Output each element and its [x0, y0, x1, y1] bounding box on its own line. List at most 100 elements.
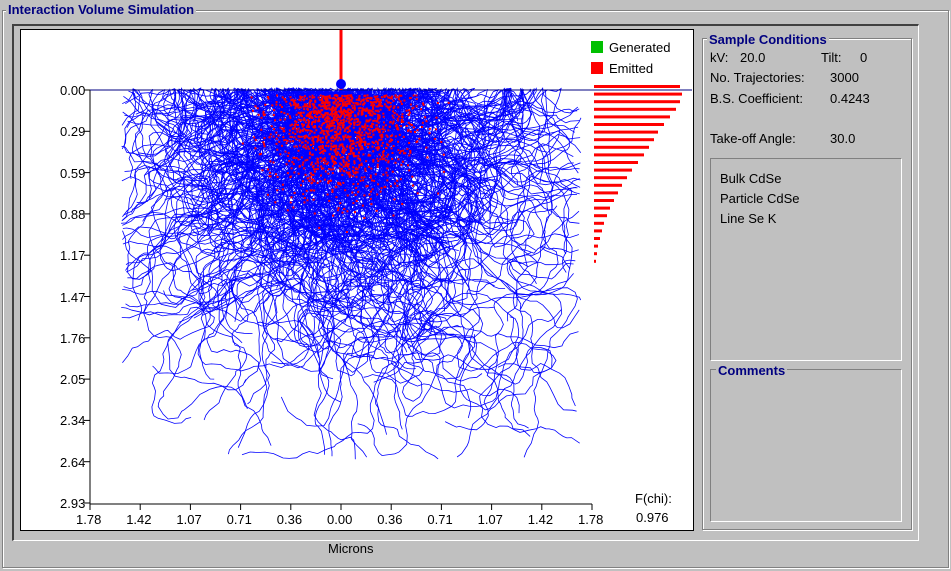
emission-point — [317, 120, 320, 123]
emission-point — [337, 118, 340, 121]
emission-point — [382, 154, 385, 157]
emission-point — [283, 112, 286, 115]
emission-point — [351, 169, 354, 172]
emission-point — [384, 124, 387, 127]
emission-point — [317, 164, 319, 167]
emission-point — [308, 126, 310, 128]
x-tick-label: 1.07 — [477, 512, 503, 527]
emission-point — [389, 120, 392, 123]
emission-point — [392, 116, 395, 119]
emission-point — [359, 148, 362, 151]
emission-point — [381, 133, 384, 136]
emission-point — [326, 123, 329, 126]
emission-point — [340, 97, 343, 100]
emission-point — [357, 190, 360, 193]
electron-trajectory — [266, 91, 364, 256]
emission-point — [309, 106, 312, 108]
emission-point — [289, 96, 292, 99]
emission-point — [416, 192, 419, 195]
emission-point — [302, 161, 305, 164]
emission-point — [334, 161, 336, 163]
emission-point — [390, 135, 393, 138]
emission-point — [313, 112, 316, 114]
emission-point — [326, 98, 329, 100]
emission-point — [336, 94, 339, 97]
emission-point — [316, 140, 319, 143]
emission-point — [358, 132, 361, 135]
emission-point — [302, 123, 305, 126]
emission-point — [356, 171, 359, 174]
emission-point — [363, 128, 366, 131]
emission-point — [346, 136, 349, 139]
emission-point — [321, 136, 324, 139]
emission-point — [328, 94, 331, 97]
takeoff-angle-label: Take-off Angle: — [710, 131, 796, 146]
emission-point — [289, 201, 292, 204]
emission-point — [313, 131, 316, 134]
emission-point — [320, 150, 323, 153]
emission-point — [275, 137, 278, 140]
emission-point — [368, 142, 371, 145]
emission-point — [276, 189, 279, 192]
emission-point — [391, 170, 394, 173]
electron-trajectory — [121, 91, 345, 150]
emission-point — [340, 113, 343, 116]
emission-point — [390, 97, 393, 100]
emission-point — [362, 126, 365, 129]
emission-point — [351, 107, 354, 110]
emission-point — [380, 144, 383, 147]
emission-point — [361, 147, 364, 150]
emission-point — [320, 165, 323, 168]
emission-point — [316, 157, 319, 160]
emission-point — [346, 210, 349, 213]
emission-point — [312, 107, 315, 110]
emission-point — [415, 94, 418, 97]
emission-point — [376, 166, 379, 168]
emission-point — [400, 94, 403, 97]
emission-point — [306, 158, 309, 161]
emission-point — [335, 130, 338, 133]
emission-point — [343, 150, 346, 153]
emission-point — [400, 150, 403, 153]
emission-point — [401, 116, 404, 119]
emission-point — [424, 116, 427, 119]
emission-point — [359, 128, 362, 131]
emission-point — [384, 159, 387, 162]
emission-point — [398, 133, 401, 136]
emission-point — [371, 114, 374, 117]
emission-point — [326, 95, 329, 98]
emission-point — [363, 101, 366, 104]
emission-point — [290, 136, 293, 139]
emission-point — [299, 106, 302, 109]
emission-point — [294, 102, 297, 105]
emission-point — [324, 160, 327, 163]
emission-point — [279, 126, 282, 129]
emission-point — [308, 104, 311, 107]
emission-point — [442, 170, 445, 173]
emission-point — [331, 165, 334, 168]
emission-point — [385, 155, 388, 158]
emission-point — [366, 94, 369, 97]
y-tick-label: 2.64 — [60, 454, 86, 470]
electron-trajectory — [333, 91, 579, 349]
emission-point — [385, 105, 388, 108]
emission-point — [369, 176, 372, 179]
emission-point — [361, 99, 364, 102]
emission-point — [331, 135, 334, 138]
emission-point — [338, 145, 341, 148]
emission-point — [354, 211, 356, 214]
takeoff-angle-value: 30.0 — [830, 131, 856, 146]
emission-point — [395, 125, 398, 128]
emission-point — [404, 152, 407, 155]
emission-point — [353, 155, 356, 158]
emission-point — [317, 116, 320, 119]
comments-box[interactable] — [710, 369, 902, 522]
emission-point — [387, 129, 390, 132]
emission-point — [298, 98, 301, 101]
trajectories-value: 3000 — [830, 70, 859, 85]
emission-point — [358, 109, 361, 112]
emission-point — [376, 95, 379, 98]
emission-point — [330, 107, 333, 110]
emission-point — [326, 101, 329, 104]
emission-point — [336, 120, 339, 123]
